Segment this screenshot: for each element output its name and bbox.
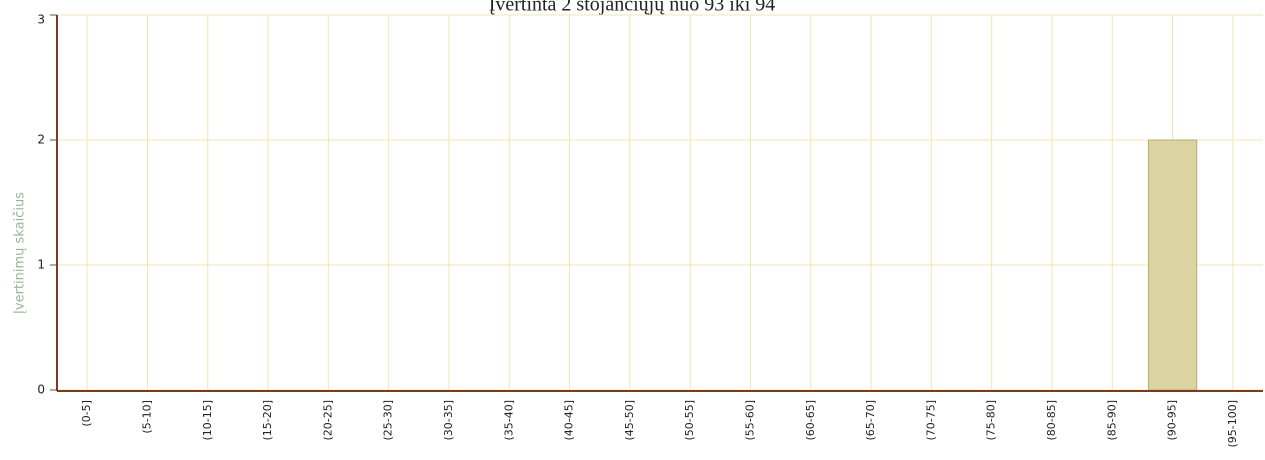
x-tick-label: (10-15]: [201, 400, 214, 441]
chart-title: Įvertinta 2 stojančiųjų nuo 93 iki 94: [489, 0, 776, 16]
x-tick-label: (20-25]: [321, 400, 334, 441]
y-axis-label: Įvertinimų skaičius: [13, 192, 28, 314]
x-tick-label: (60-65]: [804, 400, 817, 441]
x-tick-label: (75-80]: [985, 400, 998, 441]
y-tick-label: 2: [37, 133, 45, 147]
x-tick-label: (40-45]: [563, 400, 576, 441]
y-tick-label: 1: [37, 258, 45, 272]
x-tick-label: (80-85]: [1045, 400, 1058, 441]
y-tick-label: 3: [37, 13, 45, 27]
bar: [1147, 139, 1198, 391]
x-tick-label: (90-95]: [1166, 400, 1179, 441]
x-tick-label: (45-50]: [623, 400, 636, 441]
y-tick-label: 0: [37, 383, 45, 397]
x-tick-label: (85-90]: [1105, 400, 1118, 441]
x-tick-label: (70-75]: [924, 400, 937, 441]
x-tick-label: (65-70]: [864, 400, 877, 441]
x-tick-label: (55-60]: [743, 400, 756, 441]
x-tick-label: (0-5]: [80, 400, 93, 427]
x-tick-label: (30-35]: [442, 400, 455, 441]
x-tick-label: (25-30]: [382, 400, 395, 441]
x-tick-label: (50-55]: [683, 400, 696, 441]
x-tick-label: (35-40]: [502, 400, 515, 441]
x-tick-label: (95-100]: [1226, 400, 1239, 448]
x-tick-label: (15-20]: [261, 400, 274, 441]
x-tick-label: (5-10]: [140, 400, 153, 434]
